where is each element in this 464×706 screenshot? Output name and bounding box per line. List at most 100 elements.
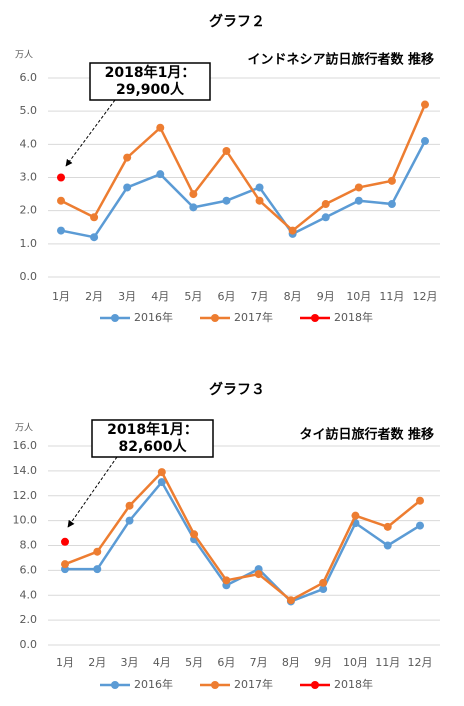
legend-dot (111, 314, 119, 322)
y-tick-label: 3.0 (20, 171, 38, 184)
x-tick-label: 10月 (343, 656, 368, 669)
legend-label: 2016年 (134, 677, 173, 691)
data-point (93, 565, 102, 574)
x-tick-label: 6月 (217, 290, 235, 303)
y-tick-label: 14.0 (13, 464, 38, 477)
legend-label: 2018年 (334, 310, 373, 324)
x-tick-label: 11月 (375, 656, 400, 669)
x-tick-label: 6月 (217, 656, 235, 669)
data-point (125, 516, 134, 525)
data-point (319, 585, 328, 594)
data-point (222, 196, 231, 205)
series-line (60, 104, 427, 232)
x-tick-label: 12月 (408, 656, 433, 669)
annotation-box (89, 62, 211, 101)
data-point (222, 576, 231, 585)
x-tick-label: 2月 (88, 656, 106, 669)
y-tick-label: 8.0 (20, 539, 38, 552)
data-point (61, 537, 69, 546)
data-point (157, 468, 166, 477)
data-point (383, 541, 392, 550)
x-tick-label: 12月 (413, 290, 438, 303)
data-point (255, 183, 264, 192)
annotation-arrow (67, 456, 118, 528)
chart-subtitle: インドネシア訪日旅行者数 推移 (247, 52, 434, 68)
y-tick-label: 12.0 (13, 489, 38, 502)
data-point (125, 501, 134, 510)
annotation-text: 2018年1月： (105, 64, 196, 81)
y-tick-label: 6.0 (20, 563, 38, 576)
data-point (57, 196, 65, 205)
series-line (64, 470, 421, 602)
legend-dot (311, 314, 319, 322)
data-point (421, 100, 429, 109)
chart-title: グラフ２ (209, 13, 265, 30)
y-axis-label: 万人 (15, 50, 33, 61)
data-point (351, 511, 360, 520)
x-tick-label: 7月 (250, 656, 268, 669)
data-point (254, 570, 263, 579)
data-point (288, 226, 297, 235)
data-point (189, 190, 198, 199)
data-point (156, 170, 165, 179)
data-point (189, 203, 198, 212)
data-point (57, 226, 65, 235)
data-point (90, 233, 99, 242)
x-tick-label: 9月 (314, 656, 332, 669)
data-point (354, 196, 363, 205)
y-tick-label: 6.0 (20, 71, 38, 84)
x-tick-label: 9月 (317, 290, 335, 303)
x-tick-label: 7月 (251, 290, 269, 303)
data-point (387, 176, 396, 185)
chart-title: グラフ３ (209, 381, 265, 398)
data-point (123, 183, 132, 192)
annotation-text: 29,900人 (116, 81, 185, 98)
legend-label: 2017年 (234, 677, 273, 691)
data-point (416, 496, 424, 505)
x-tick-label: 2月 (85, 290, 103, 303)
y-tick-label: 16.0 (13, 439, 38, 452)
legend-label: 2018年 (334, 677, 373, 691)
x-tick-label: 4月 (151, 290, 169, 303)
x-tick-label: 10月 (346, 290, 371, 303)
y-tick-label: 0.0 (20, 270, 38, 283)
annotation-arrow (65, 99, 116, 167)
data-point (319, 578, 328, 587)
x-tick-label: 1月 (56, 656, 74, 669)
data-point (255, 196, 264, 205)
data-point (387, 200, 396, 209)
y-tick-label: 2.0 (20, 613, 38, 626)
data-point (354, 183, 363, 192)
legend-label: 2016年 (134, 310, 173, 324)
data-point (222, 146, 231, 155)
annotation-text: 82,600人 (118, 438, 187, 455)
data-point (57, 173, 65, 182)
data-point (90, 213, 99, 222)
y-tick-label: 0.0 (20, 638, 38, 651)
y-tick-label: 5.0 (20, 104, 38, 117)
x-tick-label: 5月 (185, 656, 203, 669)
x-tick-label: 1月 (52, 290, 70, 303)
data-point (157, 478, 166, 487)
legend-dot (311, 681, 319, 689)
series-line (65, 480, 421, 603)
y-tick-label: 1.0 (20, 237, 38, 250)
series-line (60, 140, 427, 239)
data-point (321, 200, 330, 209)
y-tick-label: 10.0 (13, 514, 38, 527)
y-tick-label: 4.0 (20, 588, 38, 601)
x-tick-label: 11月 (379, 290, 404, 303)
data-point (383, 522, 392, 531)
x-tick-label: 3月 (118, 290, 136, 303)
x-tick-label: 4月 (153, 656, 171, 669)
x-tick-label: 8月 (282, 656, 300, 669)
legend-dot (111, 681, 119, 689)
data-point (156, 123, 165, 132)
data-point (61, 560, 69, 569)
y-tick-label: 4.0 (20, 137, 38, 150)
legend-label: 2017年 (234, 310, 273, 324)
annotation-text: 2018年1月： (107, 421, 198, 438)
data-point (321, 213, 330, 222)
x-tick-label: 5月 (184, 290, 202, 303)
